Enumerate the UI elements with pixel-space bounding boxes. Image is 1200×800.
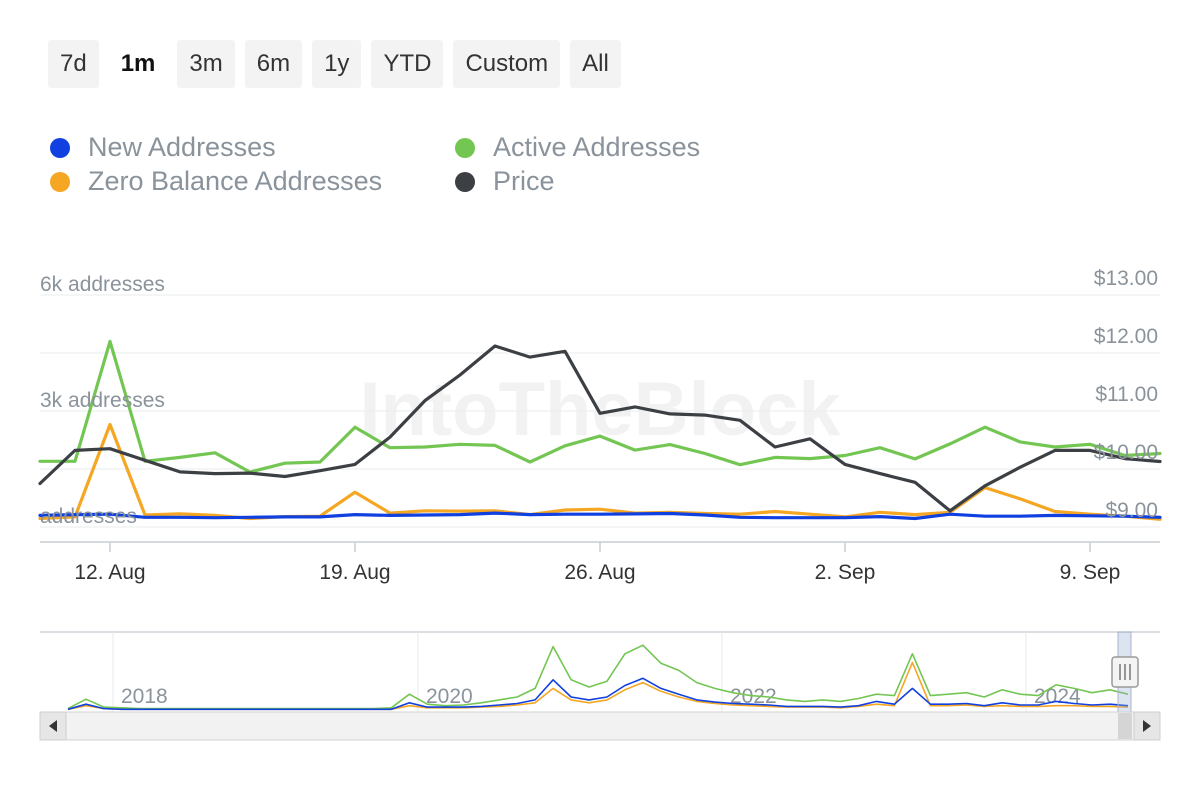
x-tick-label: 2. Sep (815, 561, 876, 584)
legend-label-new-addresses: New Addresses (88, 132, 276, 162)
legend-item-zero-balance-addresses[interactable]: Zero Balance Addresses (50, 166, 382, 197)
legend-marker-active-addresses (455, 137, 475, 158)
navigator-year-label: 2018 (121, 685, 168, 708)
range-selector: 7d 1m 3m 6m 1y YTD Custom All (48, 40, 621, 88)
y-right-tick-label: $9.00 (1105, 499, 1158, 522)
series-line-price[interactable] (38, 344, 1162, 513)
series-line-active-addresses[interactable] (38, 339, 1162, 474)
range-button-ytd[interactable]: YTD (371, 40, 444, 88)
y-right-tick-label: $11.00 (1095, 383, 1158, 406)
legend-item-price[interactable]: Price (455, 166, 555, 197)
range-button-7d[interactable]: 7d (48, 40, 99, 88)
x-tick-label: 12. Aug (74, 561, 145, 584)
legend-marker-zero-balance-addresses (50, 171, 70, 192)
legend-item-new-addresses[interactable]: New Addresses (50, 132, 276, 163)
x-tick-label: 19. Aug (319, 561, 390, 584)
scroll-left-icon (49, 720, 57, 732)
legend-item-active-addresses[interactable]: Active Addresses (455, 132, 700, 163)
watermark: IntoTheBlock (359, 367, 841, 452)
range-button-custom[interactable]: Custom (453, 40, 561, 88)
range-button-6m[interactable]: 6m (244, 40, 303, 88)
scrollbar-track[interactable] (39, 711, 1161, 741)
x-tick-label: 26. Aug (564, 561, 635, 584)
range-button-1m[interactable]: 1m (108, 40, 168, 88)
y-right-tick-label: $12.00 (1094, 325, 1158, 348)
legend-label-zero-balance-addresses: Zero Balance Addresses (88, 166, 383, 196)
x-tick-label: 9. Sep (1060, 561, 1121, 584)
legend-marker-price (455, 171, 475, 192)
legend-label-price: Price (493, 166, 555, 196)
range-button-3m[interactable]: 3m (177, 40, 235, 88)
navigator-series-new-addresses (67, 677, 1129, 711)
scroll-right-icon (1143, 720, 1151, 732)
y-left-tick-label: 6k addresses (40, 273, 165, 296)
y-left-tick-label: 3k addresses (40, 389, 165, 412)
series-line-new-addresses[interactable] (38, 511, 1162, 521)
legend-label-active-addresses: Active Addresses (493, 132, 701, 162)
navigator-series-zero-balance-addresses (67, 661, 1129, 711)
navigator-year-label: 2020 (426, 685, 473, 708)
range-button-1y[interactable]: 1y (312, 40, 362, 88)
scrollbar-thumb[interactable] (1118, 713, 1132, 739)
range-button-all[interactable]: All (570, 40, 621, 88)
y-left-tick-label: addresses (40, 505, 137, 528)
legend-marker-new-addresses (50, 137, 70, 158)
y-right-tick-label: $10.00 (1094, 441, 1158, 464)
y-right-tick-label: $13.00 (1094, 267, 1158, 290)
